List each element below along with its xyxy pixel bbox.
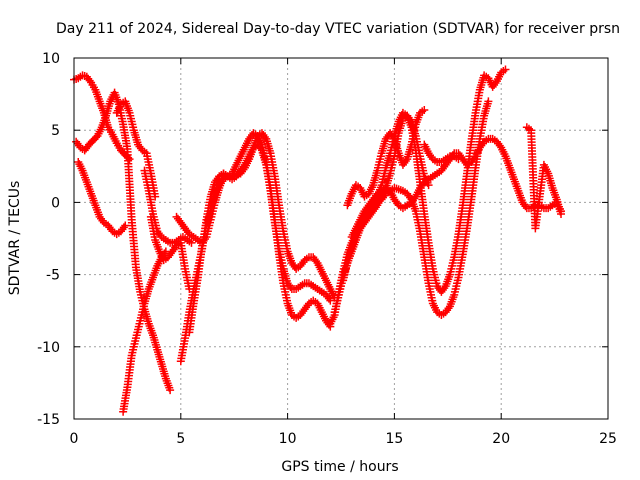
- plot-frame: [73, 57, 609, 420]
- x-tick-label: 5: [176, 431, 185, 447]
- x-tick-label: 25: [599, 431, 617, 447]
- x-tick-label: 10: [279, 431, 297, 447]
- data-point: [501, 65, 510, 74]
- x-axis-label: GPS time / hours: [281, 459, 398, 475]
- data-point: [326, 296, 335, 305]
- y-axis-label: SDTVAR / TECUs: [7, 181, 23, 296]
- data-point: [125, 155, 134, 164]
- x-tick-label: 0: [70, 431, 79, 447]
- data-point: [484, 97, 493, 106]
- data-point: [420, 105, 429, 114]
- x-tick-label: 20: [492, 431, 510, 447]
- data-point: [454, 155, 463, 164]
- y-tick-label: -5: [46, 268, 60, 284]
- axis-ticks: 0 5 10 15 20 25 -15 -10 -5 0 5 10: [37, 51, 617, 447]
- y-tick-label: 5: [51, 123, 60, 139]
- data-point: [166, 386, 175, 395]
- y-tick-label: 10: [42, 51, 60, 67]
- y-tick-label: -10: [37, 340, 60, 356]
- data-point: [121, 221, 130, 230]
- data-point: [187, 238, 196, 247]
- chart-title: Day 211 of 2024, Sidereal Day-to-day VTE…: [56, 21, 620, 37]
- x-tick-label: 15: [385, 431, 403, 447]
- data-point: [557, 209, 566, 218]
- data-points: [70, 65, 566, 416]
- grid-lines: [74, 58, 608, 419]
- y-tick-label: -15: [37, 412, 60, 428]
- y-tick-label: 0: [51, 195, 60, 211]
